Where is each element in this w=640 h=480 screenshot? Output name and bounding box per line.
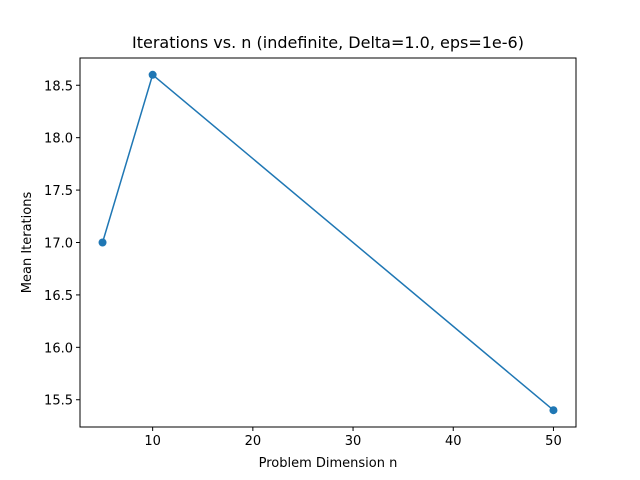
x-tick-label: 50: [545, 434, 562, 449]
y-tick-label: 18.5: [44, 79, 73, 94]
chart-title: Iterations vs. n (indefinite, Delta=1.0,…: [132, 33, 524, 52]
x-axis-ticks: 10 20 30 40 50: [144, 427, 562, 449]
y-tick-label: 15.5: [44, 394, 73, 409]
data-point-marker: [98, 238, 107, 247]
data-point-marker: [549, 406, 558, 415]
y-tick-label: 16.5: [44, 289, 73, 304]
series-group: [98, 70, 558, 415]
y-tick-label: 16.0: [44, 341, 73, 356]
x-axis-label: Problem Dimension n: [259, 456, 398, 471]
x-tick-label: 20: [245, 434, 262, 449]
y-tick-label: 17.5: [44, 184, 73, 199]
x-tick-label: 30: [345, 434, 362, 449]
plot-area: 10 20 30 40 50 15.5 16.0 16.5 17.0 17.5 18.0 18.5: [44, 57, 577, 449]
y-tick-label: 17.0: [44, 237, 73, 252]
y-axis-ticks: 15.5 16.0 16.5 17.0 17.5 18.0 18.5: [44, 79, 80, 409]
y-tick-label: 18.0: [44, 132, 73, 147]
x-tick-label: 40: [445, 434, 462, 449]
x-tick-label: 10: [144, 434, 161, 449]
data-point-marker: [148, 70, 157, 79]
y-axis-label: Mean Iterations: [20, 192, 35, 294]
